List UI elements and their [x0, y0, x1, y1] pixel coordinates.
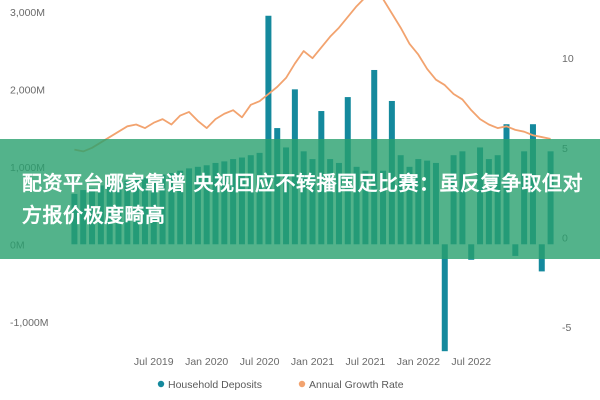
x-tick-label: Jul 2021	[346, 356, 386, 368]
left-tick-label: 2,000M	[10, 84, 45, 96]
x-tick-label: Jul 2022	[451, 356, 491, 368]
line-series-annual-growth-rate	[74, 0, 551, 153]
bar	[441, 244, 448, 352]
legend-label-household-deposits: Household Deposits	[168, 379, 262, 391]
bar	[265, 15, 272, 245]
legend-marker-annual-growth-rate	[298, 380, 306, 388]
x-tick-label: Jan 2022	[397, 356, 440, 368]
right-tick-label: -5	[562, 322, 571, 334]
legend: Household Deposits Annual Growth Rate	[157, 379, 404, 391]
left-tick-label: 3,000M	[10, 7, 45, 19]
x-tick-label: Jul 2019	[134, 356, 174, 368]
x-axis: Jul 2019 Jan 2020 Jul 2020 Jan 2021 Jul 2021…	[134, 356, 491, 368]
legend-label-annual-growth-rate: Annual Growth Rate	[309, 379, 404, 391]
x-tick-label: Jul 2020	[240, 356, 280, 368]
growth-rate-line	[74, 0, 551, 153]
left-tick-label: -1,000M	[10, 317, 49, 329]
news-banner[interactable]: 配资平台哪家靠谱 央视回应不转播国足比赛：虽反复争取但对方报价极度畸高	[0, 139, 600, 259]
news-headline[interactable]: 配资平台哪家靠谱 央视回应不转播国足比赛：虽反复争取但对方报价极度畸高	[22, 171, 583, 227]
right-tick-label: 10	[562, 53, 574, 65]
x-tick-label: Jan 2020	[185, 356, 228, 368]
legend-marker-household-deposits	[157, 380, 165, 388]
x-tick-label: Jan 2021	[291, 356, 334, 368]
